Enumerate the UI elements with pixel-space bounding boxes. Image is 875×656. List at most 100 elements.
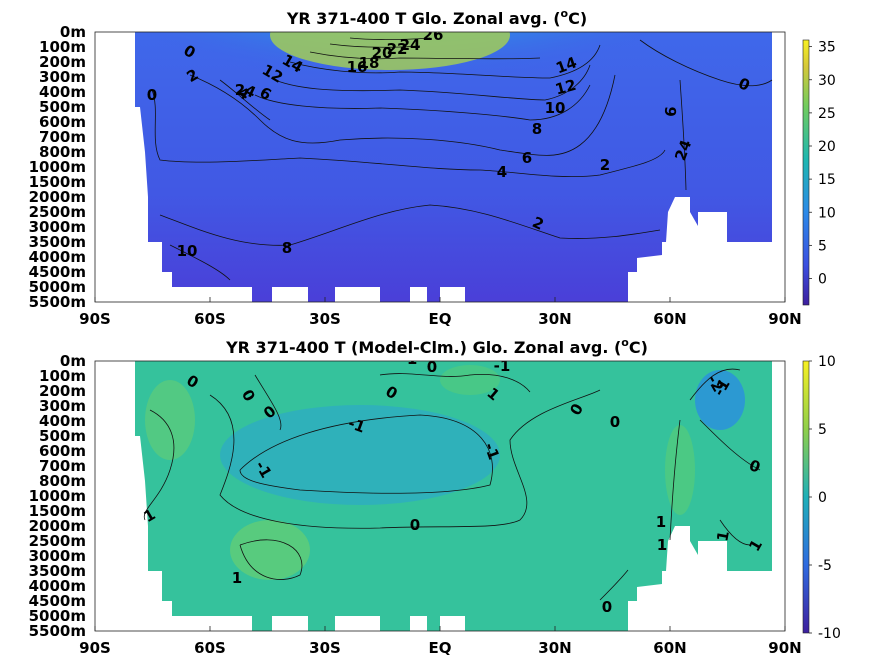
y-tick-label: 4500m [29,592,86,610]
y-tick-label: 700m [39,128,86,146]
colorbar-tick-label: 0 [818,490,827,506]
contour-label: 6 [662,106,681,118]
contour-label: 6 [522,149,532,167]
top-y-tick-labels: 0m100m200m300m400m500m600m700m800m1000m1… [29,23,86,311]
bottom-colorbar [802,360,810,634]
contour-label: 1 [713,529,733,542]
bottom-contour-lines [143,368,761,601]
y-tick-label: 2500m [29,203,86,221]
y-tick-label: 4000m [29,248,86,266]
y-tick-label: 5000m [29,607,86,625]
y-tick-label: 500m [39,98,86,116]
colorbar-tick-label: -10 [818,626,841,642]
top-x-tick-labels: 90S 60S 30S EQ 30N 60N 90N [79,297,802,328]
contour-label: 8 [282,239,292,257]
contour-label: 20 [372,44,393,62]
x-tick-label: 60S [194,310,226,328]
contour-label: 0 [147,86,157,104]
contour-label: 0 [410,516,420,534]
x-tick-label: 30N [538,310,571,328]
contour-label: 18 [359,54,380,72]
contour-label: 1 [232,569,242,587]
contour-label: 1 [657,536,667,554]
contour-label: 0 [427,358,437,376]
y-tick-label: 1000m [29,487,86,505]
y-tick-label: 200m [39,53,86,71]
top-chart-title: YR 371-400 T Glo. Zonal avg. (oC) [286,7,587,28]
contour-label: 2 [235,81,245,99]
x-tick-label: 90N [768,639,801,656]
colorbar-tick-label: 30 [818,73,836,89]
y-tick-label: 700m [39,457,86,475]
y-tick-label: 3000m [29,218,86,236]
x-tick-label: 90S [79,310,111,328]
top-contour-lines [151,37,773,281]
y-tick-label: 0m [60,352,86,370]
colorbar-tick-label: -5 [818,558,832,574]
x-tick-label: EQ [429,639,452,656]
colorbar-tick-label: 15 [818,172,836,188]
top-heatmap-field: 0 2 4 6 8 10 12 14 16 18 20 22 24 26 0 6… [95,32,785,302]
y-tick-label: 100m [39,367,86,385]
x-tick-label: 30S [309,310,341,328]
colorbar-tick-label: 10 [818,354,836,370]
contour-label: 16 [347,58,368,76]
contour-label: 22 [387,40,408,58]
colorbar-tick-label: 5 [818,238,827,254]
y-tick-label: 400m [39,412,86,430]
contour-label: 2 [600,156,610,174]
y-tick-label: 200m [39,382,86,400]
contour-label: -1 [401,350,418,368]
x-tick-label: 60N [653,310,686,328]
y-tick-label: 0m [60,23,86,41]
y-tick-label: 100m [39,38,86,56]
y-tick-label: 2000m [29,517,86,535]
x-tick-label: 90S [79,639,111,656]
y-tick-label: 5500m [29,622,86,640]
y-tick-label: 1000m [29,158,86,176]
top-colorbar [802,39,810,306]
contour-label: 10 [545,99,566,117]
y-tick-label: 5500m [29,293,86,311]
colorbar-tick-label: 20 [818,139,836,155]
contour-label: -1 [710,376,734,399]
y-tick-label: 800m [39,143,86,161]
y-tick-label: 3500m [29,233,86,251]
bottom-y-tick-labels: 0m100m200m300m400m500m600m700m800m1000m1… [29,352,86,640]
contour-label: -1 [494,357,511,375]
colorbar-tick-label: 10 [818,205,836,221]
contour-label: 0 [602,598,612,616]
top-colorbar-tick-labels: 35 30 25 20 15 10 5 0 [809,40,836,288]
colorbar-tick-label: 25 [818,106,836,122]
contour-label: 24 [400,36,421,54]
colorbar-tick-label: 35 [818,40,836,56]
y-tick-label: 600m [39,442,86,460]
bottom-chart-title: YR 371-400 T (Model-Clm.) Glo. Zonal avg… [225,336,648,357]
x-tick-label: 60N [653,639,686,656]
x-tick-label: 90N [768,310,801,328]
colorbar-tick-label: 5 [818,422,827,438]
bottom-colorbar-tick-labels: 10 5 0 -5 -10 [809,354,841,642]
y-tick-label: 400m [39,83,86,101]
contour-label: 10 [177,242,198,260]
y-tick-label: 500m [39,427,86,445]
y-tick-label: 2500m [29,532,86,550]
bottom-x-tick-labels: 90S 60S 30S EQ 30N 60N 90N [79,626,802,656]
y-tick-label: 300m [39,68,86,86]
contour-label: 8 [532,120,542,138]
x-tick-label: 30N [538,639,571,656]
contour-label: -1 [346,414,368,437]
y-tick-label: 5000m [29,278,86,296]
contour-label: -1 [480,440,503,462]
y-tick-label: 4000m [29,577,86,595]
x-tick-label: EQ [429,310,452,328]
colorbar-tick-label: 0 [818,272,827,288]
contour-label: 4 [497,163,507,181]
y-tick-label: 1500m [29,173,86,191]
contour-label: 0 [610,413,620,431]
x-tick-label: 30S [309,639,341,656]
y-tick-label: 3500m [29,562,86,580]
y-tick-label: 1500m [29,502,86,520]
x-tick-label: 60S [194,639,226,656]
